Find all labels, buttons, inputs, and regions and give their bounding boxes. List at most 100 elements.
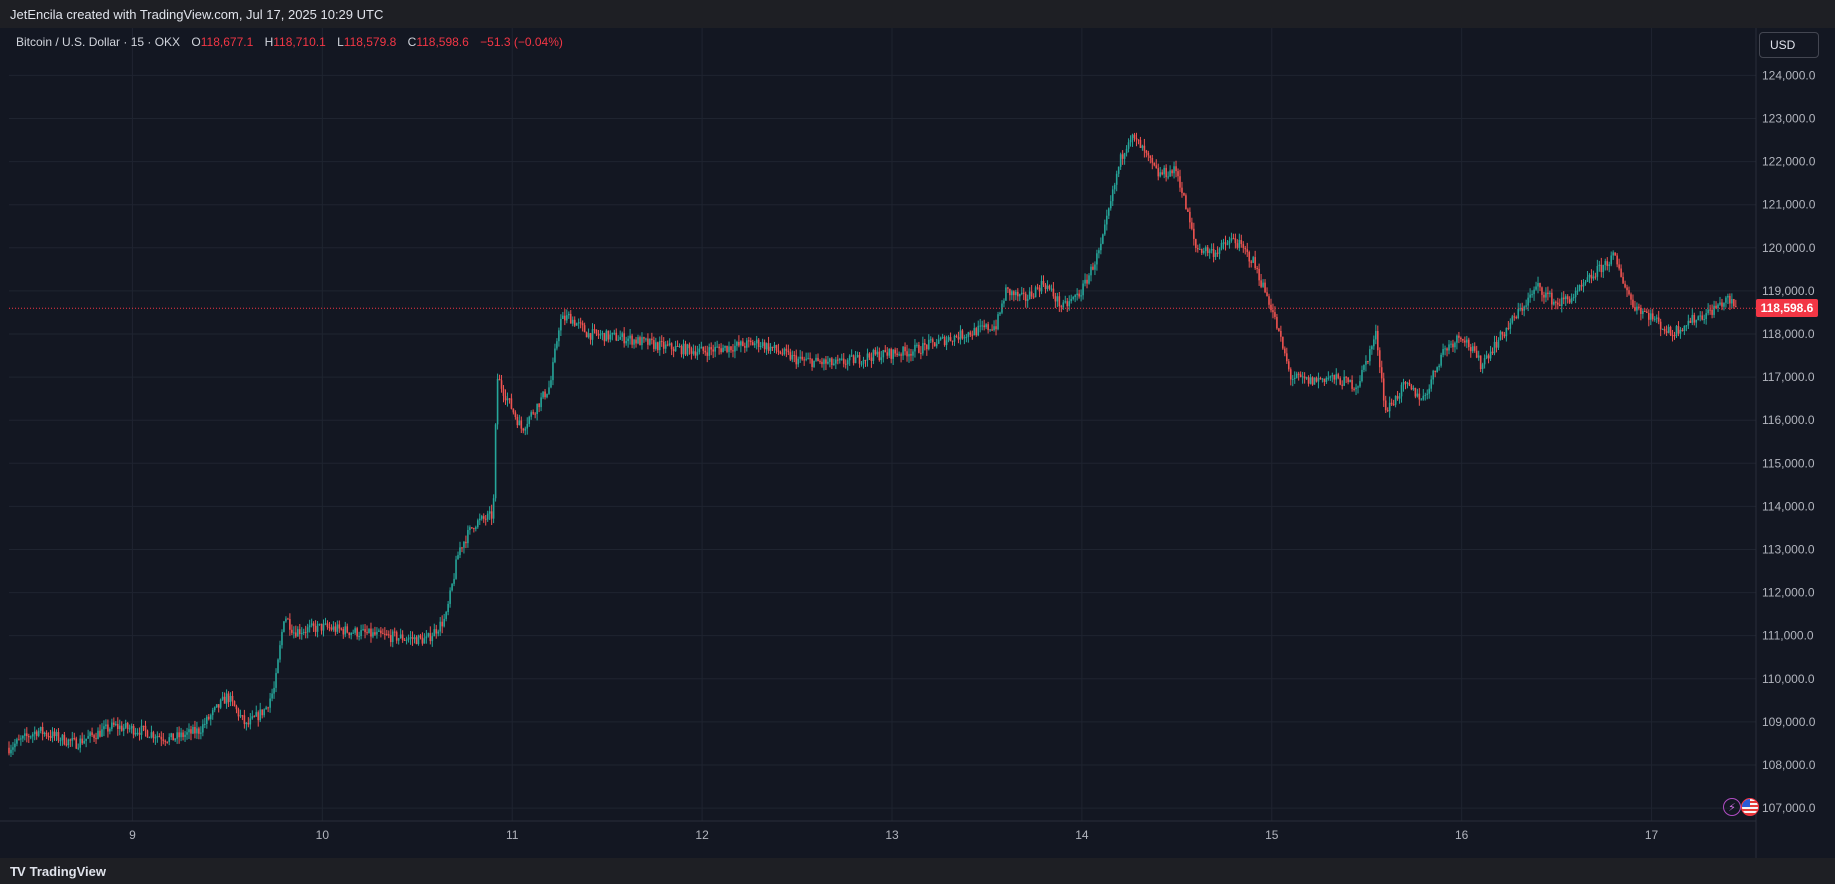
candle-body	[1384, 400, 1387, 411]
candle-body	[289, 619, 291, 630]
candle-body	[285, 618, 287, 622]
candle-body	[107, 724, 109, 732]
y-tick-label: 111,000.0	[1762, 629, 1814, 643]
candle-body	[658, 341, 661, 351]
candle-body	[498, 378, 501, 381]
candle-body	[152, 732, 155, 739]
candle-body	[842, 358, 845, 364]
candle-body	[1327, 377, 1330, 379]
candle-body	[777, 350, 780, 353]
candle-body	[1646, 311, 1648, 313]
candle-body	[1159, 172, 1162, 177]
candle-body	[1663, 328, 1666, 332]
candle-body	[1254, 257, 1256, 269]
candle-body	[1171, 170, 1173, 174]
candle-body	[898, 354, 900, 356]
candle-body	[749, 340, 752, 343]
candle-body	[103, 726, 105, 730]
candle-body	[1353, 388, 1355, 390]
candle-body	[8, 747, 10, 754]
tradingview-logo[interactable]: TV TradingView	[10, 864, 106, 879]
candle-body	[1434, 370, 1436, 373]
candle-body	[1299, 374, 1302, 377]
candle-body	[1003, 300, 1005, 304]
candle-body	[838, 358, 841, 361]
candle-body	[1386, 410, 1389, 412]
chart-area[interactable]: 107,000.0 108,000.0 109,000.0 110,000.0 111,…	[0, 28, 1835, 858]
candle-body	[1068, 301, 1071, 307]
candle-body	[1594, 276, 1597, 278]
candle-body	[471, 527, 473, 529]
candle-body	[951, 340, 954, 342]
candle-body	[170, 733, 172, 738]
currency-button[interactable]: USD	[1759, 32, 1819, 58]
candle-body	[518, 420, 521, 426]
tradingview-logo-icon: TV	[10, 863, 26, 879]
candle-body	[221, 696, 224, 700]
candle-body	[1442, 349, 1444, 355]
candle-body	[1141, 145, 1144, 148]
candle-body	[372, 632, 374, 637]
lightning-icon[interactable]: ⚡	[1723, 798, 1741, 816]
candle-body	[1683, 325, 1686, 332]
candle-body	[684, 343, 687, 355]
candle-body	[860, 363, 863, 365]
candle-body	[922, 343, 924, 354]
candle-body	[1578, 285, 1581, 291]
candle-body	[1100, 243, 1102, 251]
candle-body	[933, 342, 936, 347]
candle-body	[1040, 280, 1043, 292]
candle-body	[609, 334, 612, 340]
candle-body	[1210, 249, 1213, 251]
candle-body	[168, 737, 171, 742]
candle-body	[332, 626, 335, 630]
us-flag-icon[interactable]	[1741, 798, 1759, 816]
candle-body	[920, 352, 922, 354]
candle-body	[231, 695, 234, 702]
candle-body	[1446, 348, 1448, 351]
candle-body	[300, 632, 303, 635]
candle-body	[1135, 137, 1138, 140]
candle-body	[595, 329, 598, 334]
candle-body	[502, 388, 505, 396]
candle-body	[239, 715, 242, 717]
candle-body	[407, 638, 410, 640]
candle-body	[589, 333, 592, 340]
price-chart[interactable]: 107,000.0 108,000.0 109,000.0 110,000.0 111,…	[0, 28, 1835, 858]
candle-body	[83, 740, 85, 744]
candle-body	[1483, 358, 1486, 365]
candle-body	[115, 724, 117, 726]
candle-body	[1596, 265, 1599, 277]
candle-body	[558, 330, 560, 342]
candle-body	[1725, 297, 1727, 303]
candle-body	[615, 332, 618, 341]
candle-body	[1424, 394, 1427, 396]
candle-body	[1264, 282, 1266, 293]
candle-body	[682, 343, 685, 355]
candle-body	[1165, 167, 1167, 178]
candle-body	[1331, 375, 1334, 377]
candle-body	[393, 631, 396, 633]
candle-body	[1060, 306, 1063, 308]
candle-body	[514, 412, 517, 418]
candle-body	[512, 408, 515, 413]
candle-body	[1066, 301, 1069, 307]
candle-body	[1557, 302, 1559, 305]
candle-body	[316, 624, 319, 632]
y-tick-label: 122,000.0	[1762, 155, 1816, 169]
low-value: 118,579.8	[343, 35, 397, 49]
candle-body	[1733, 299, 1735, 307]
candle-body	[633, 339, 635, 345]
candle-body	[37, 730, 40, 736]
candle-body	[872, 349, 875, 361]
candle-body	[1487, 355, 1490, 359]
candle-body	[490, 511, 493, 519]
candle-body	[322, 623, 325, 631]
candle-body	[1054, 296, 1057, 302]
candle-body	[1673, 335, 1676, 337]
candle-body	[732, 350, 734, 352]
candle-body	[1363, 364, 1365, 370]
candle-body	[403, 639, 406, 641]
candle-body	[204, 723, 206, 725]
candle-body	[164, 740, 167, 742]
